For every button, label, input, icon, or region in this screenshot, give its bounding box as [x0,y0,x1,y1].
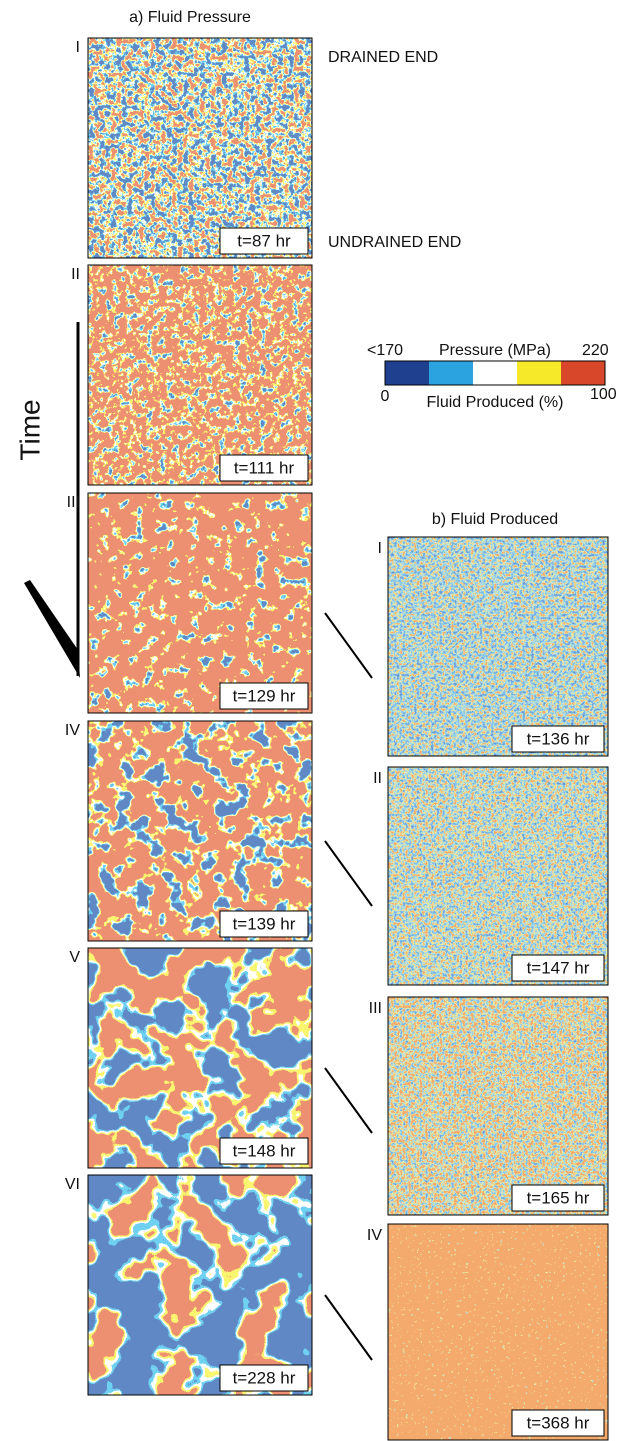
time-box [511,954,605,982]
time-label: t=139 hr [233,914,296,933]
panel-frame [87,37,313,259]
time-box [219,227,309,255]
time-label: t=136 hr [527,729,590,748]
pressure-max: 220 [582,342,609,359]
pressure-map [88,38,312,258]
panel-frame [387,536,609,757]
time-arrow-head [24,580,80,678]
colorbar-segment [385,361,429,385]
produced-map [388,997,608,1215]
colorbar-segment [473,361,517,385]
panel-frame [87,947,313,1169]
connector [324,840,373,907]
produced-title: Fluid Produced (%) [427,394,564,411]
pressure-map [88,1175,312,1395]
pressure-map [88,721,312,941]
colorbar-segment [517,361,561,385]
panel-label: III [369,1000,382,1017]
time-label: t=129 hr [233,686,296,705]
time-label: t=228 hr [233,1368,296,1387]
panel-frame [387,996,609,1216]
pressure-map [88,948,312,1168]
pressure-title: Pressure (MPa) [439,342,551,359]
time-arrow-label: Time [14,399,45,460]
produced-max: 100 [590,386,617,403]
panel-frame [87,264,313,486]
time-label: t=148 hr [233,1141,296,1160]
pressure-map [88,265,312,485]
time-label: t=87 hr [237,231,291,250]
time-label: t=147 hr [527,958,590,977]
panel-label: IV [367,1227,382,1244]
pressure-min: <170 [367,342,403,359]
panel-frame [87,720,313,942]
time-box [219,682,309,710]
produced-map [388,537,608,756]
produced-min: 0 [381,388,390,405]
time-box [511,1409,605,1437]
time-label: t=111 hr [234,458,295,477]
time-label: t=368 hr [527,1413,590,1432]
panel-label: III [67,494,80,511]
time-box [511,1184,605,1212]
time-box [219,1137,309,1165]
time-label: t=165 hr [527,1188,590,1207]
panel-label: II [373,770,382,787]
undrained-label: UNDRAINED END [328,234,461,251]
drained-label: DRAINED END [328,49,438,66]
connector [324,1067,373,1134]
panel-b-title: b) Fluid Produced [432,511,558,528]
produced-map [388,1224,608,1440]
panel-frame [387,1223,609,1441]
panel-frame [87,1174,313,1396]
connector [324,1294,373,1361]
colorbar-segment [561,361,605,385]
connector [324,612,373,679]
time-box [219,910,309,938]
panel-label: I [76,39,80,56]
colorbar-frame [384,360,606,386]
time-box [219,454,309,482]
panel-label: I [378,540,382,557]
panel-a-title: a) Fluid Pressure [129,9,251,26]
time-box [511,725,605,753]
panel-label: V [69,949,80,966]
panel-label: II [71,266,80,283]
panel-label: VI [65,1176,80,1193]
panel-frame [387,766,609,986]
pressure-map [88,493,312,713]
panel-frame [87,492,313,714]
colorbar-segment [429,361,473,385]
panel-label: IV [65,722,80,739]
produced-map [388,767,608,985]
colorbar [384,360,606,386]
time-box [219,1364,309,1392]
